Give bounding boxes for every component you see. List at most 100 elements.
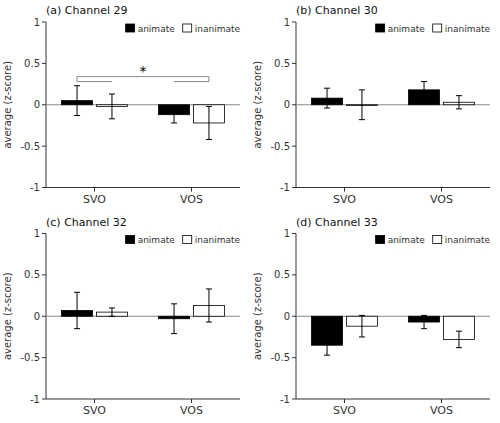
- y-tick: [292, 22, 296, 23]
- error-bar: [421, 82, 427, 99]
- x-tick: [344, 188, 345, 192]
- y-tick: [42, 63, 46, 64]
- legend-label: inanimate: [195, 24, 241, 34]
- figure: -1-0.500.51average (z-score)SVOVOS(a) Ch…: [0, 0, 500, 423]
- legend-label: inanimate: [445, 24, 491, 34]
- legend-swatch: [433, 24, 442, 32]
- error-cap: [74, 292, 80, 293]
- y-tick-label: 1: [34, 17, 40, 28]
- error-cap: [421, 315, 427, 316]
- y-tick-label: -0.5: [20, 352, 40, 363]
- x-tick: [94, 188, 95, 192]
- y-tick: [42, 357, 46, 358]
- y-tick: [292, 187, 296, 188]
- legend: animateinanimate: [126, 24, 241, 34]
- error-cap: [109, 307, 115, 308]
- error-stem: [361, 90, 362, 120]
- legend-item: animate: [376, 24, 426, 34]
- title: (d) Channel 33: [296, 216, 378, 229]
- error-stem: [327, 88, 328, 108]
- error-bar: [421, 315, 427, 328]
- y-tick: [292, 104, 296, 105]
- bracket-line: [174, 81, 209, 82]
- y-tick: [292, 316, 296, 317]
- legend-item: animate: [376, 235, 426, 245]
- panel: -1-0.500.51average (z-score)SVOVOS(a) Ch…: [2, 4, 240, 206]
- y-tick-label: 0: [284, 99, 290, 110]
- error-bar: [359, 90, 365, 120]
- y-axis-label: average (z-score): [252, 272, 263, 360]
- x-tick: [441, 399, 442, 403]
- y-tick-label: -0.5: [270, 352, 290, 363]
- error-cap: [421, 328, 427, 329]
- y-axis-label: average (z-score): [2, 61, 13, 149]
- error-cap: [206, 139, 212, 140]
- error-cap: [359, 89, 365, 90]
- error-bar: [171, 304, 177, 334]
- y-tick: [292, 233, 296, 234]
- error-stem: [111, 308, 112, 316]
- error-bar: [74, 86, 80, 116]
- error-cap: [456, 347, 462, 348]
- error-cap: [206, 106, 212, 107]
- error-cap: [456, 95, 462, 96]
- legend-swatch: [433, 236, 442, 244]
- error-cap: [456, 108, 462, 109]
- x-tick-label: VOS: [180, 193, 203, 206]
- y-tick-label: -0.5: [20, 141, 40, 152]
- y-tick-label: 1: [284, 228, 290, 239]
- y-tick: [42, 233, 46, 234]
- error-cap: [206, 322, 212, 323]
- y-tick-label: -1: [280, 182, 290, 193]
- error-cap: [359, 119, 365, 120]
- legend-label: animate: [388, 235, 426, 245]
- y-tick: [292, 357, 296, 358]
- error-cap: [74, 115, 80, 116]
- y-tick-label: 0.5: [274, 58, 290, 69]
- x-tick: [344, 399, 345, 403]
- plot-area: [46, 77, 240, 140]
- error-stem: [424, 315, 425, 328]
- y-tick-label: 0.5: [24, 269, 40, 280]
- plot-area: [296, 82, 490, 120]
- y-tick-label: -1: [30, 394, 40, 405]
- error-bar: [324, 335, 330, 355]
- x-tick-label: SVO: [83, 404, 106, 417]
- y-tick: [292, 274, 296, 275]
- error-cap: [171, 122, 177, 123]
- y-tick: [42, 22, 46, 23]
- x-tick-label: SVO: [333, 193, 356, 206]
- error-bar: [171, 106, 177, 123]
- title: (c) Channel 32: [46, 216, 127, 229]
- bracket-side: [208, 77, 209, 82]
- y-tick: [42, 274, 46, 275]
- y-axis-label: average (z-score): [2, 272, 13, 360]
- x-tick: [441, 188, 442, 192]
- error-cap: [109, 118, 115, 119]
- error-stem: [77, 86, 78, 116]
- bracket-side: [77, 77, 78, 82]
- legend-swatch: [183, 24, 192, 32]
- plot-area: [296, 315, 490, 355]
- y-tick-label: 0: [284, 311, 290, 322]
- legend-label: inanimate: [445, 235, 491, 245]
- error-cap: [171, 106, 177, 107]
- legend-label: animate: [388, 24, 426, 34]
- error-cap: [421, 98, 427, 99]
- error-cap: [324, 355, 330, 356]
- error-bar: [324, 88, 330, 108]
- error-stem: [111, 94, 112, 119]
- error-bar: [109, 308, 115, 316]
- y-tick-label: -1: [30, 182, 40, 193]
- x-tick-label: SVO: [83, 193, 106, 206]
- y-tick-label: 0.5: [274, 269, 290, 280]
- y-tick-label: 0.5: [24, 58, 40, 69]
- error-cap: [359, 336, 365, 337]
- y-tick: [42, 399, 46, 400]
- error-stem: [327, 335, 328, 355]
- panel: -1-0.500.51average (z-score)SVOVOS(b) Ch…: [252, 4, 490, 206]
- x-tick-label: VOS: [430, 193, 453, 206]
- error-cap: [74, 85, 80, 86]
- legend-label: animate: [138, 235, 176, 245]
- plot-area: [46, 289, 240, 334]
